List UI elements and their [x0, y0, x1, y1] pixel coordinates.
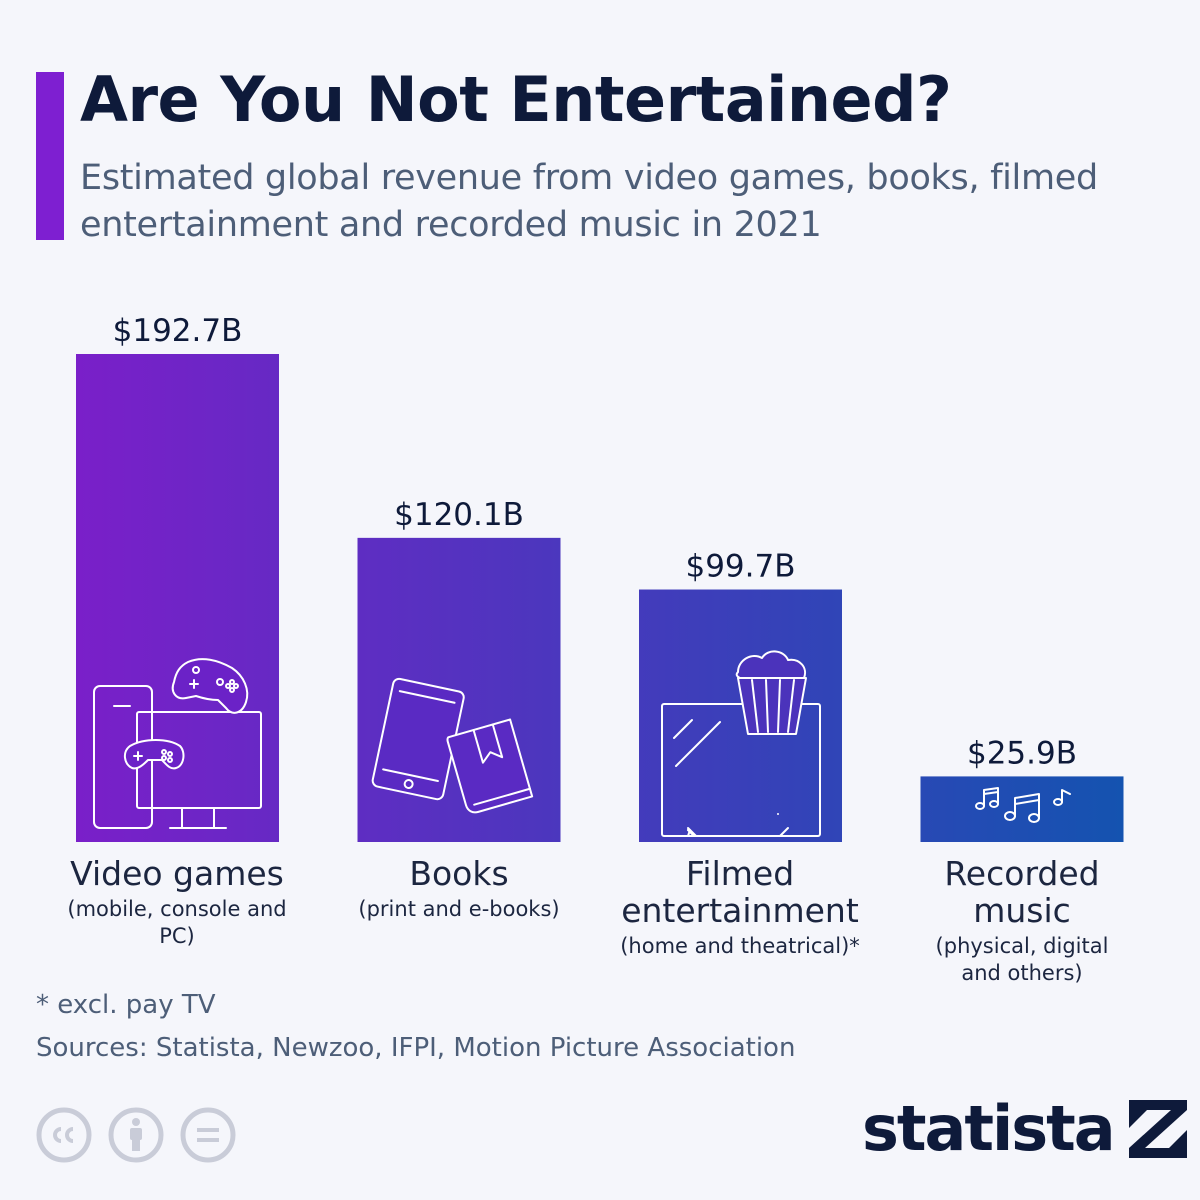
- category-video-games: Video games (mobile, console and PC): [37, 855, 317, 950]
- no-derivatives-icon[interactable]: [180, 1107, 236, 1163]
- tv-popcorn-icon: [661, 650, 821, 837]
- value-label: $120.1B: [394, 497, 524, 533]
- music-notes-icon: [975, 787, 1071, 823]
- category-note: (physical, digital and others): [935, 934, 1109, 985]
- bar-video-games: [76, 354, 279, 842]
- category-name: Recorded music: [944, 854, 1100, 930]
- brand-name: statista: [862, 1092, 1116, 1165]
- chart-title: Are You Not Entertained?: [80, 63, 952, 136]
- category-note: (home and theatrical)*: [620, 934, 860, 958]
- attribution-icon[interactable]: [108, 1107, 164, 1163]
- bar-recorded-music: [920, 776, 1124, 842]
- category-books: Books (print and e-books): [319, 855, 599, 923]
- category-filmed-entertainment: Filmed entertainment (home and theatrica…: [600, 855, 880, 960]
- title-accent-bar: [36, 72, 64, 240]
- book-tablet-icon: [371, 677, 534, 814]
- value-label: $25.9B: [967, 735, 1077, 771]
- sources-note: Sources: Statista, Newzoo, IFPI, Motion …: [36, 1033, 796, 1063]
- category-name: Video games: [70, 854, 284, 893]
- category-name: Filmed entertainment: [621, 854, 859, 930]
- value-label: $192.7B: [113, 313, 243, 349]
- category-note: (print and e-books): [358, 897, 560, 921]
- bar-filmed-entertainment: [639, 589, 842, 842]
- video-game-devices-icon: [93, 658, 262, 829]
- footnote: * excl. pay TV: [36, 990, 216, 1020]
- category-recorded-music: Recorded music (physical, digital and ot…: [882, 855, 1162, 987]
- category-note: (mobile, console and PC): [67, 897, 287, 948]
- statista-logo[interactable]: statista: [862, 1092, 1187, 1165]
- statista-logo-icon: [1128, 1099, 1187, 1158]
- cc-icon[interactable]: [36, 1107, 92, 1163]
- category-name: Books: [409, 854, 509, 893]
- chart-subtitle: Estimated global revenue from video game…: [80, 158, 1098, 245]
- value-label: $99.7B: [685, 549, 795, 585]
